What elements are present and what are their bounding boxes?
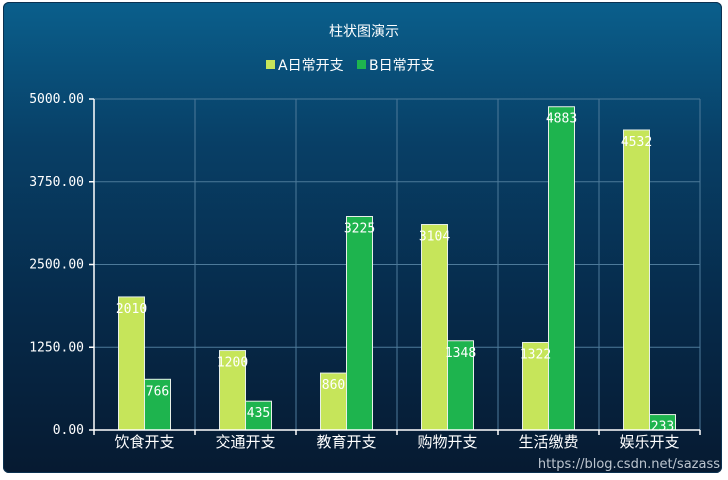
- legend-label: B日常开支: [369, 58, 435, 74]
- x-tick-label: 饮食开支: [114, 433, 174, 451]
- chart-title: 柱状图演示: [329, 24, 399, 40]
- legend-swatch: [357, 60, 366, 69]
- y-tick-label: 3750.00: [29, 175, 84, 190]
- grid: [94, 98, 701, 430]
- axes: 0.00 1250.00 2500.00 3750.00 5000.00 饮食开支 交通开支…: [29, 92, 701, 451]
- bar-a: [522, 341, 549, 431]
- bar-b: [346, 216, 373, 431]
- y-tick-label: 1250.00: [29, 340, 84, 355]
- x-tick-label: 生活缴费: [518, 433, 578, 451]
- bar-b: [447, 340, 474, 431]
- bar-a: [421, 224, 448, 431]
- data-label: 4532: [621, 135, 652, 150]
- data-label: 1322: [520, 347, 551, 362]
- data-label: 435: [247, 406, 270, 421]
- bar-b: [548, 106, 575, 431]
- y-tick-label: 2500.00: [29, 258, 84, 273]
- data-labels: 2010 766 1200 435 860 3225 3104 1348 1322 4883 453…: [116, 112, 674, 435]
- y-tick-label: 0.00: [53, 423, 84, 438]
- data-label: 766: [146, 384, 169, 399]
- watermark: https://blog.csdn.net/sazass: [537, 457, 720, 472]
- data-label: 2010: [116, 302, 147, 317]
- legend-label: A日常开支: [278, 58, 344, 74]
- data-label: 233: [651, 420, 674, 435]
- bar-a: [320, 372, 347, 431]
- x-tick-label: 交通开支: [215, 433, 275, 451]
- bar-a: [219, 350, 246, 431]
- legend: A日常开支 B日常开支: [266, 58, 435, 74]
- data-label: 860: [322, 378, 345, 393]
- data-label: 1200: [217, 356, 248, 371]
- data-label: 4883: [546, 112, 577, 127]
- bar-a: [118, 296, 145, 431]
- legend-swatch: [266, 60, 275, 69]
- data-label: 3225: [344, 222, 375, 237]
- x-tick-label: 娱乐开支: [619, 433, 679, 451]
- data-label: 3104: [419, 230, 450, 245]
- data-label: 1348: [445, 346, 476, 361]
- x-tick-label: 购物开支: [417, 433, 477, 451]
- bar-a: [623, 129, 650, 431]
- x-tick-label: 教育开支: [316, 433, 376, 451]
- y-tick-label: 5000.00: [29, 92, 84, 107]
